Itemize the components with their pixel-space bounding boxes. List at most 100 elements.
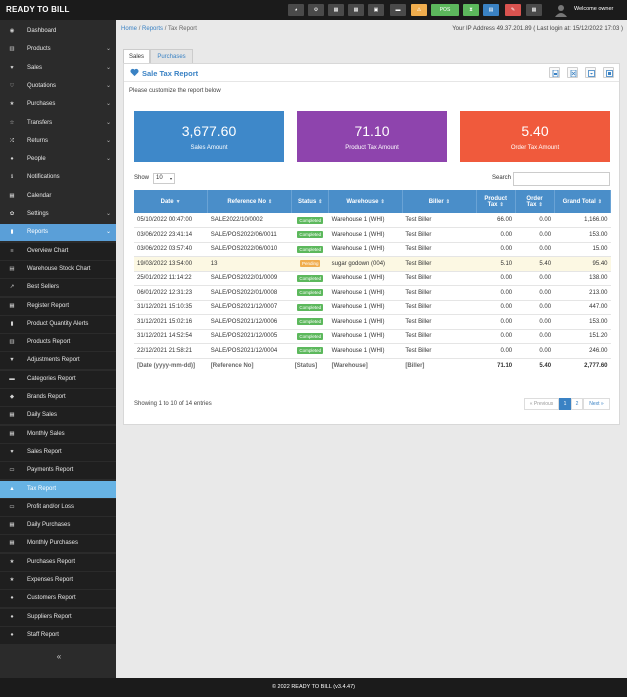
sidebar-item-notifications[interactable]: ℹ Notifications — [0, 169, 116, 186]
ip-address-info: Your IP Address 49.37.201.89 ( Last logi… — [452, 26, 623, 32]
grid-icon[interactable]: ▦ — [526, 4, 542, 16]
sidebar-item-daily-sales[interactable]: ▦ Daily Sales — [0, 407, 116, 425]
column-header-date[interactable]: Date ▼ — [134, 190, 209, 213]
sidebar-item-quotations[interactable]: ♡ Quotations ⌄ — [0, 78, 116, 95]
user-avatar-icon[interactable] — [554, 3, 568, 17]
table-row[interactable]: 25/01/2022 11:14:22 SALE/POS2022/01/0009 C… — [134, 271, 611, 286]
pagination-previous[interactable]: « Previous — [524, 398, 559, 410]
sidebar-item-daily-purchases[interactable]: ▦ Daily Purchases — [0, 517, 116, 535]
column-header-warehouse[interactable]: Warehouse ⇕ — [328, 190, 403, 213]
breadcrumb-reports[interactable]: Reports — [142, 26, 164, 32]
sidebar-item-adjustments-report[interactable]: ▼ Adjustments Report — [0, 352, 116, 370]
file-pdf-icon — [552, 70, 559, 77]
sidebar-item-product-quantity-alerts[interactable]: ▮ Product Quantity Alerts — [0, 315, 116, 333]
tag-icon[interactable]: ✎ — [505, 4, 521, 16]
column-header-status[interactable]: Status ⇕ — [291, 190, 330, 213]
sidebar-item-monthly-purchases[interactable]: ▦ Monthly Purchases — [0, 535, 116, 553]
cell-otax: 0.00 — [515, 285, 555, 301]
chevron-down-icon: ⌄ — [106, 211, 112, 217]
column-header-label: Product Tax — [484, 195, 507, 208]
sidebar-item-expenses-report[interactable]: ★ Expenses Report — [0, 572, 116, 589]
hourglass-icon[interactable]: ⧗ — [463, 4, 479, 16]
register-icon[interactable]: ▣ — [368, 4, 384, 16]
table-row[interactable]: 06/01/2022 12:31:23 SALE/POS2022/01/0008 C… — [134, 285, 611, 301]
collapse-sidebar-icon[interactable]: « — [56, 652, 62, 661]
cell-date: 31/12/2021 15:10:35 — [134, 300, 208, 315]
sidebar-item-purchases[interactable]: ★ Purchases ⌄ — [0, 96, 116, 113]
sidebar-item-purchases-report[interactable]: ★ Purchases Report — [0, 553, 116, 571]
sidebar-item-warehouse-stock-chart[interactable]: ▤ Warehouse Stock Chart — [0, 260, 116, 278]
calendar-icon[interactable]: ▦ — [348, 4, 364, 16]
welcome-user-menu[interactable]: Welcome owner — [574, 6, 614, 12]
sidebar-item-products-report[interactable]: ▥ Products Report — [0, 334, 116, 352]
sidebar-item-brands-report[interactable]: ◆ Brands Report — [0, 389, 116, 406]
table-row[interactable]: 03/06/2022 03:57:40 SALE/POS2022/06/0010 C… — [134, 242, 611, 257]
footer-ref-filter[interactable]: [Reference No] — [207, 357, 292, 374]
table-row[interactable]: 22/12/2021 21:58:21 SALE/POS2021/12/0004 C… — [134, 343, 611, 359]
dashboard-icon[interactable]: ◕ — [288, 4, 304, 16]
column-header-biller[interactable]: Biller ⇕ — [402, 190, 477, 213]
search-input[interactable] — [513, 172, 610, 186]
settings-icon[interactable]: ⚙ — [308, 4, 324, 16]
status-badge: Completed — [297, 318, 324, 326]
language-flag-icon[interactable]: ▬ — [390, 4, 406, 16]
footer-biller-filter[interactable]: [Biller] — [402, 357, 477, 374]
sidebar: ◉ Dashboard ▥ Products ⌄ ♥ Sales ⌄ ♡ Quotations ⌄ ★… — [0, 20, 116, 678]
table-row[interactable]: 31/12/2021 15:02:16 SALE/POS2021/12/0006 C… — [134, 314, 611, 330]
footer-warehouse-filter[interactable]: [Warehouse] — [328, 357, 403, 374]
calculator-icon[interactable]: ▦ — [328, 4, 344, 16]
sidebar-item-sales[interactable]: ♥ Sales ⌄ — [0, 60, 116, 77]
sidebar-item-staff-report[interactable]: ● Staff Report — [0, 626, 116, 644]
page-size-value: 10 — [156, 175, 163, 181]
footer-date-filter[interactable]: [Date (yyyy-mm-dd)] — [134, 357, 208, 374]
calendar-icon: ▦ — [9, 412, 15, 419]
sidebar-item-best-sellers[interactable]: ↗ Best Sellers — [0, 279, 116, 297]
pagination-page-2[interactable]: 2 — [571, 398, 583, 410]
sidebar-item-calendar[interactable]: ▦ Calendar — [0, 188, 116, 205]
sidebar-item-profit-and-or-loss[interactable]: ▭ Profit and/or Loss — [0, 498, 116, 516]
table-row[interactable]: 19/03/2022 13:54:00 13 Pending sugar godown… — [134, 256, 611, 272]
column-header-order-tax[interactable]: Order Tax ⇕ — [515, 190, 555, 213]
sidebar-item-monthly-sales[interactable]: ▦ Monthly Sales — [0, 425, 116, 443]
sort-icon: ⇕ — [499, 201, 504, 208]
sidebar-item-transfers[interactable]: ☆ Transfers ⌄ — [0, 115, 116, 132]
sidebar-item-suppliers-report[interactable]: ● Suppliers Report — [0, 608, 116, 626]
export-pdf-button[interactable] — [549, 67, 560, 78]
sidebar-item-settings[interactable]: ✿ Settings ⌄ — [0, 206, 116, 223]
page-size-select[interactable]: 10 ▾ — [153, 173, 175, 184]
sidebar-item-products[interactable]: ▥ Products ⌄ — [0, 41, 116, 58]
table-row[interactable]: 03/06/2022 23:41:14 SALE/POS2022/06/0011 C… — [134, 227, 611, 243]
sidebar-item-register-report[interactable]: ▦ Register Report — [0, 297, 116, 315]
alerts-icon[interactable]: ⚠ — [411, 4, 427, 16]
tab-purchases[interactable]: Purchases — [150, 49, 193, 64]
sidebar-item-label: Purchases Report — [27, 558, 76, 565]
sidebar-item-overview-chart[interactable]: ≡ Overview Chart — [0, 242, 116, 260]
sidebar-item-tax-report[interactable]: ▲ Tax Report — [0, 480, 116, 498]
table-row[interactable]: 31/12/2021 15:10:35 SALE/POS2021/12/0007 C… — [134, 300, 611, 315]
footer-status-filter[interactable]: [Status] — [291, 357, 329, 374]
sidebar-item-returns[interactable]: ⤮ Returns ⌄ — [0, 133, 116, 150]
export-excel-button[interactable] — [567, 67, 578, 78]
table-row[interactable]: 05/10/2022 00:47:00 SALE2022/10/0002 Compl… — [134, 213, 611, 228]
sidebar-item-dashboard[interactable]: ◉ Dashboard — [0, 23, 116, 40]
column-header-grand-total[interactable]: Grand Total ⇕ — [554, 190, 612, 213]
breadcrumb-home[interactable]: Home — [121, 26, 138, 32]
table-row[interactable]: 31/12/2021 14:52:54 SALE/POS2021/12/0005 C… — [134, 329, 611, 344]
sidebar-item-sales-report[interactable]: ♥ Sales Report — [0, 443, 116, 461]
tab-sales[interactable]: Sales — [123, 49, 150, 64]
pagination-next[interactable]: Next » — [583, 398, 610, 410]
sidebar-item-categories-report[interactable]: ▬ Categories Report — [0, 370, 116, 388]
star-icon: ★ — [9, 577, 15, 583]
sidebar-item-payments-report[interactable]: ▭ Payments Report — [0, 462, 116, 480]
toggle-form-button[interactable] — [585, 67, 596, 78]
column-header-reference-no[interactable]: Reference No ⇕ — [207, 190, 293, 213]
brand-logo[interactable]: READY TO BILL — [6, 5, 70, 14]
sidebar-item-reports[interactable]: ▮ Reports ⌄ — [0, 224, 116, 242]
list-icon[interactable]: ▤ — [483, 4, 499, 16]
sidebar-item-people[interactable]: ● People ⌄ — [0, 151, 116, 168]
pagination-page-1[interactable]: 1 — [559, 398, 571, 410]
pos-button[interactable]: POS — [431, 4, 459, 16]
sidebar-item-customers-report[interactable]: ● Customers Report — [0, 590, 116, 608]
export-image-button[interactable] — [603, 67, 614, 78]
column-header-product-tax[interactable]: Product Tax ⇕ — [476, 190, 516, 213]
